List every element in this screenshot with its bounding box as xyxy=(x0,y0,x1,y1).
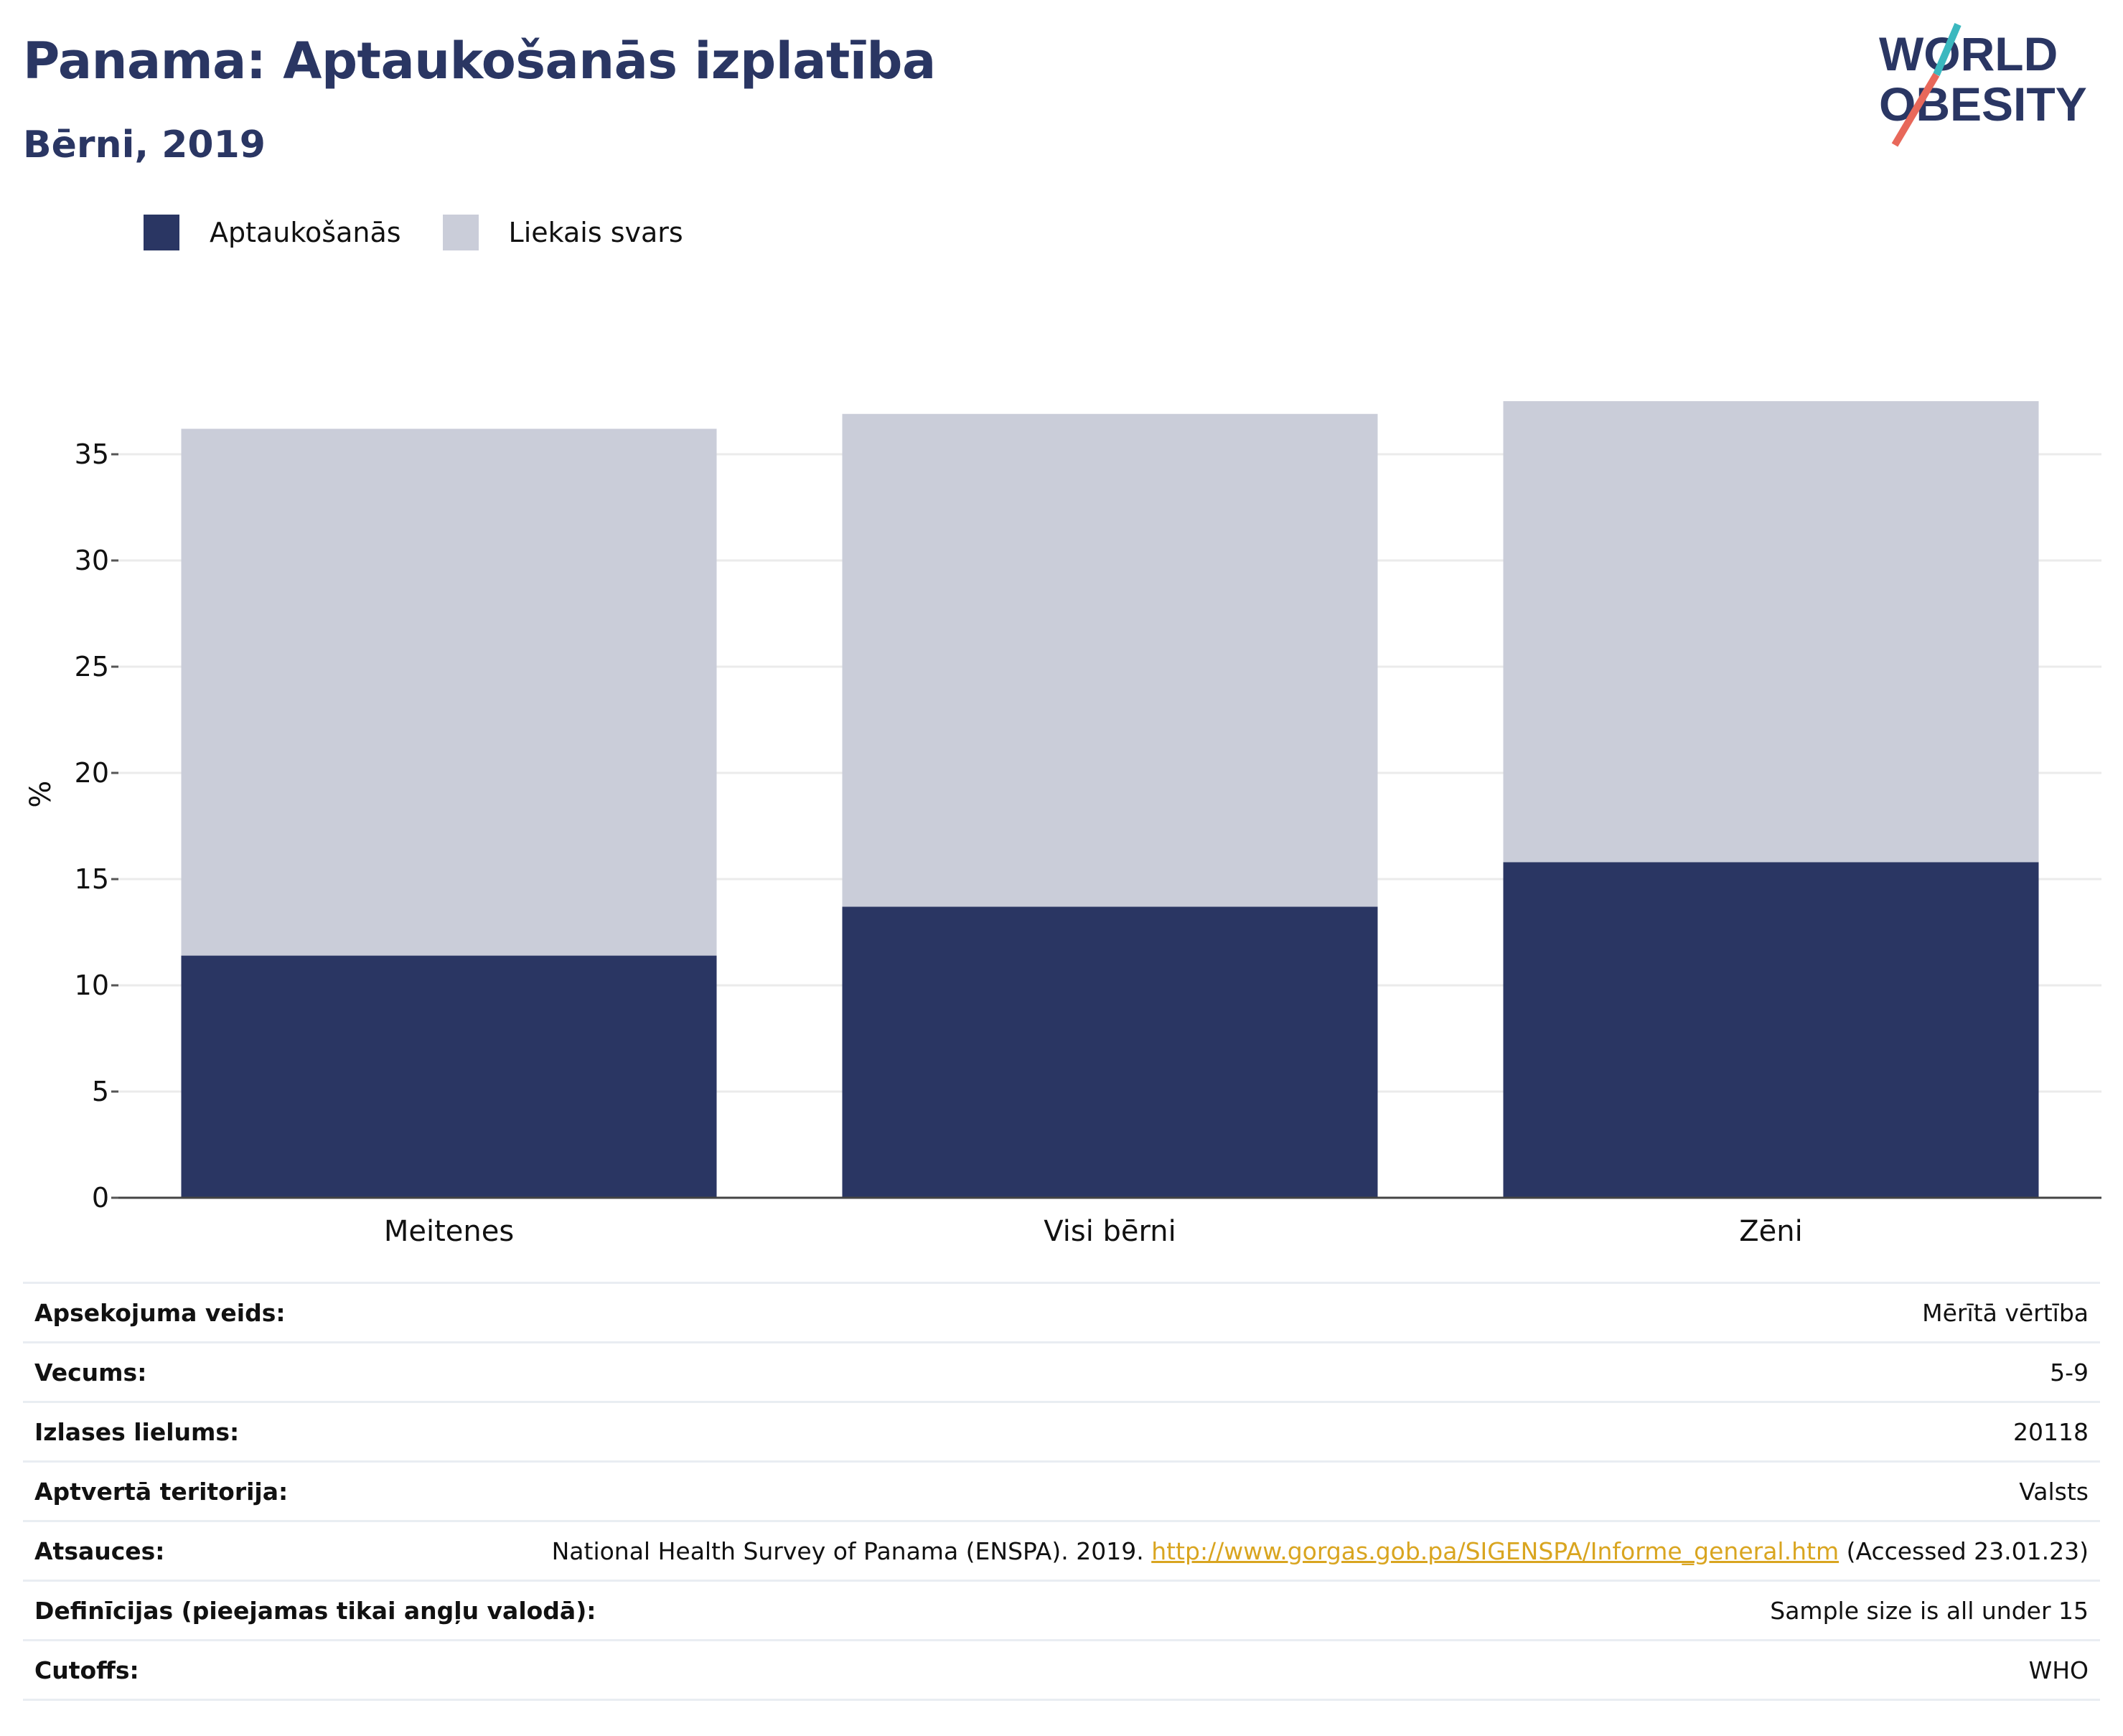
y-axis-label: % xyxy=(24,781,57,808)
x-tick-label: Zēni xyxy=(1739,1215,1802,1248)
table-row: Aptvertā teritorija: Valsts xyxy=(23,1463,2100,1522)
legend-item-obesity[interactable]: Aptaukošanās xyxy=(144,215,401,250)
legend-item-overweight[interactable]: Liekais svars xyxy=(442,215,683,250)
row-key: Cutoffs: xyxy=(34,1656,139,1684)
x-tick-label: Visi bērni xyxy=(1044,1215,1176,1248)
table-row: Vecums: 5-9 xyxy=(23,1343,2100,1403)
row-value: Valsts xyxy=(2019,1477,2089,1506)
reference-link[interactable]: http://www.gorgas.gob.pa/SIGENSPA/Inform… xyxy=(1151,1536,1840,1565)
bar-obesity xyxy=(181,955,717,1198)
x-tick-label: Meitenes xyxy=(384,1215,514,1248)
table-row: Atsauces: National Health Survey of Pana… xyxy=(23,1522,2100,1582)
logo-slash-coral xyxy=(1891,72,1940,147)
y-tick-label: 35 xyxy=(75,438,109,470)
table-row: Cutoffs: WHO xyxy=(23,1641,2100,1701)
logo-word-obesity: OBESITY xyxy=(1879,78,2087,131)
bar-overweight xyxy=(181,428,717,956)
row-key: Izlases lielums: xyxy=(34,1417,240,1446)
logo-slash-teal xyxy=(1933,23,1962,76)
row-key: Vecums: xyxy=(34,1358,147,1387)
y-tick-label: 25 xyxy=(75,651,109,682)
row-key: Atsauces: xyxy=(34,1536,165,1565)
row-value: National Health Survey of Panama (ENSPA)… xyxy=(552,1537,2089,1565)
bar-obesity xyxy=(1503,862,2039,1198)
y-tick-label: 10 xyxy=(75,970,109,1001)
row-key: Definīcijas (pieejamas tikai angļu valod… xyxy=(34,1596,596,1625)
row-value: 20118 xyxy=(2013,1417,2089,1446)
legend-swatch-obesity xyxy=(144,215,179,250)
table-row: Izlases lielums: 20118 xyxy=(23,1403,2100,1463)
bar-obesity xyxy=(842,906,1378,1198)
y-tick-label: 15 xyxy=(75,863,109,895)
legend-label-overweight: Liekais svars xyxy=(508,217,683,248)
reference-accessed: (Accessed 23.01.23) xyxy=(1839,1536,2089,1565)
table-row: Definīcijas (pieejamas tikai angļu valod… xyxy=(23,1582,2100,1641)
legend-swatch-overweight xyxy=(442,215,479,250)
row-value: WHO xyxy=(2028,1656,2089,1684)
world-obesity-logo: WORLD OBESITY xyxy=(1879,23,2087,147)
row-value: 5-9 xyxy=(2050,1358,2089,1387)
chart-subtitle: Bērni, 2019 xyxy=(23,123,266,166)
row-key: Apsekojuma veids: xyxy=(34,1298,286,1327)
legend-label-obesity: Aptaukošanās xyxy=(210,217,401,248)
bar-chart: 0 5 10 15 20 25 30 35% Meitenes Visi bērni Zēni xyxy=(24,401,2101,1248)
row-value: Mērītā vērtība xyxy=(1922,1298,2089,1327)
metadata-table: Apsekojuma veids: Mērītā vērtība Vecums:… xyxy=(23,1282,2100,1701)
table-row: Apsekojuma veids: Mērītā vērtība xyxy=(23,1284,2100,1343)
y-tick-label: 20 xyxy=(75,757,109,789)
logo-word-world: WORLD xyxy=(1879,27,2058,80)
y-tick-label: 5 xyxy=(92,1076,109,1107)
legend: Aptaukošanās Liekais svars xyxy=(144,212,725,253)
y-tick-label: 0 xyxy=(92,1182,109,1214)
y-tick-label: 30 xyxy=(75,545,109,576)
bar-overweight xyxy=(842,413,1378,907)
reference-text: National Health Survey of Panama (ENSPA)… xyxy=(551,1536,1152,1565)
chart-title: Panama: Aptaukošanās izplatība xyxy=(23,32,936,90)
bar-overweight xyxy=(1503,401,2039,863)
row-key: Aptvertā teritorija: xyxy=(34,1477,289,1506)
row-value: Sample size is all under 15 xyxy=(1770,1596,2089,1625)
